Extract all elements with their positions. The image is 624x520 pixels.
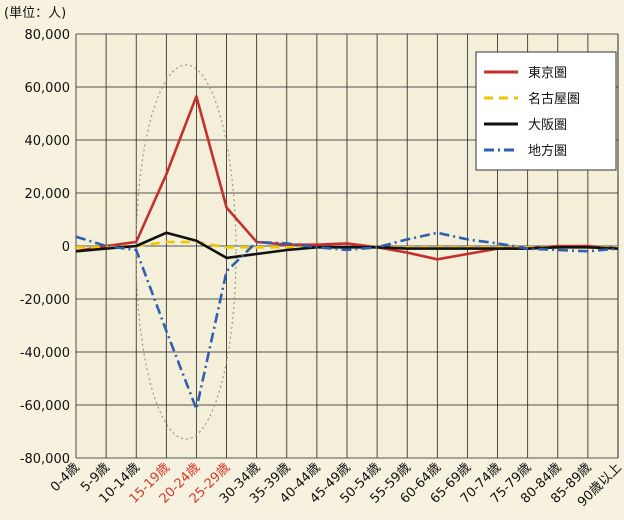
series-lines (75, 95, 619, 411)
unit-label: (単位：人) (4, 5, 66, 21)
y-tick-label: 80,000 (25, 28, 71, 43)
y-tick-label: 40,000 (25, 134, 71, 149)
y-tick-label: -60,000 (20, 399, 70, 414)
y-tick-label: -80,000 (20, 452, 70, 467)
legend-label: 地方圏 (528, 143, 567, 159)
y-tick-label: 20,000 (25, 187, 71, 202)
legend-label: 名古屋圏 (528, 91, 580, 107)
y-tick-label: -20,000 (20, 293, 70, 308)
y-tick-label: 0 (62, 240, 70, 255)
y-tick-label: -40,000 (20, 346, 70, 361)
y-tick-label: 60,000 (25, 81, 71, 96)
highlight-ellipse (135, 64, 237, 440)
series-line (75, 231, 619, 411)
legend-label: 大阪圏 (528, 118, 567, 133)
legend-label: 東京圏 (528, 65, 567, 81)
